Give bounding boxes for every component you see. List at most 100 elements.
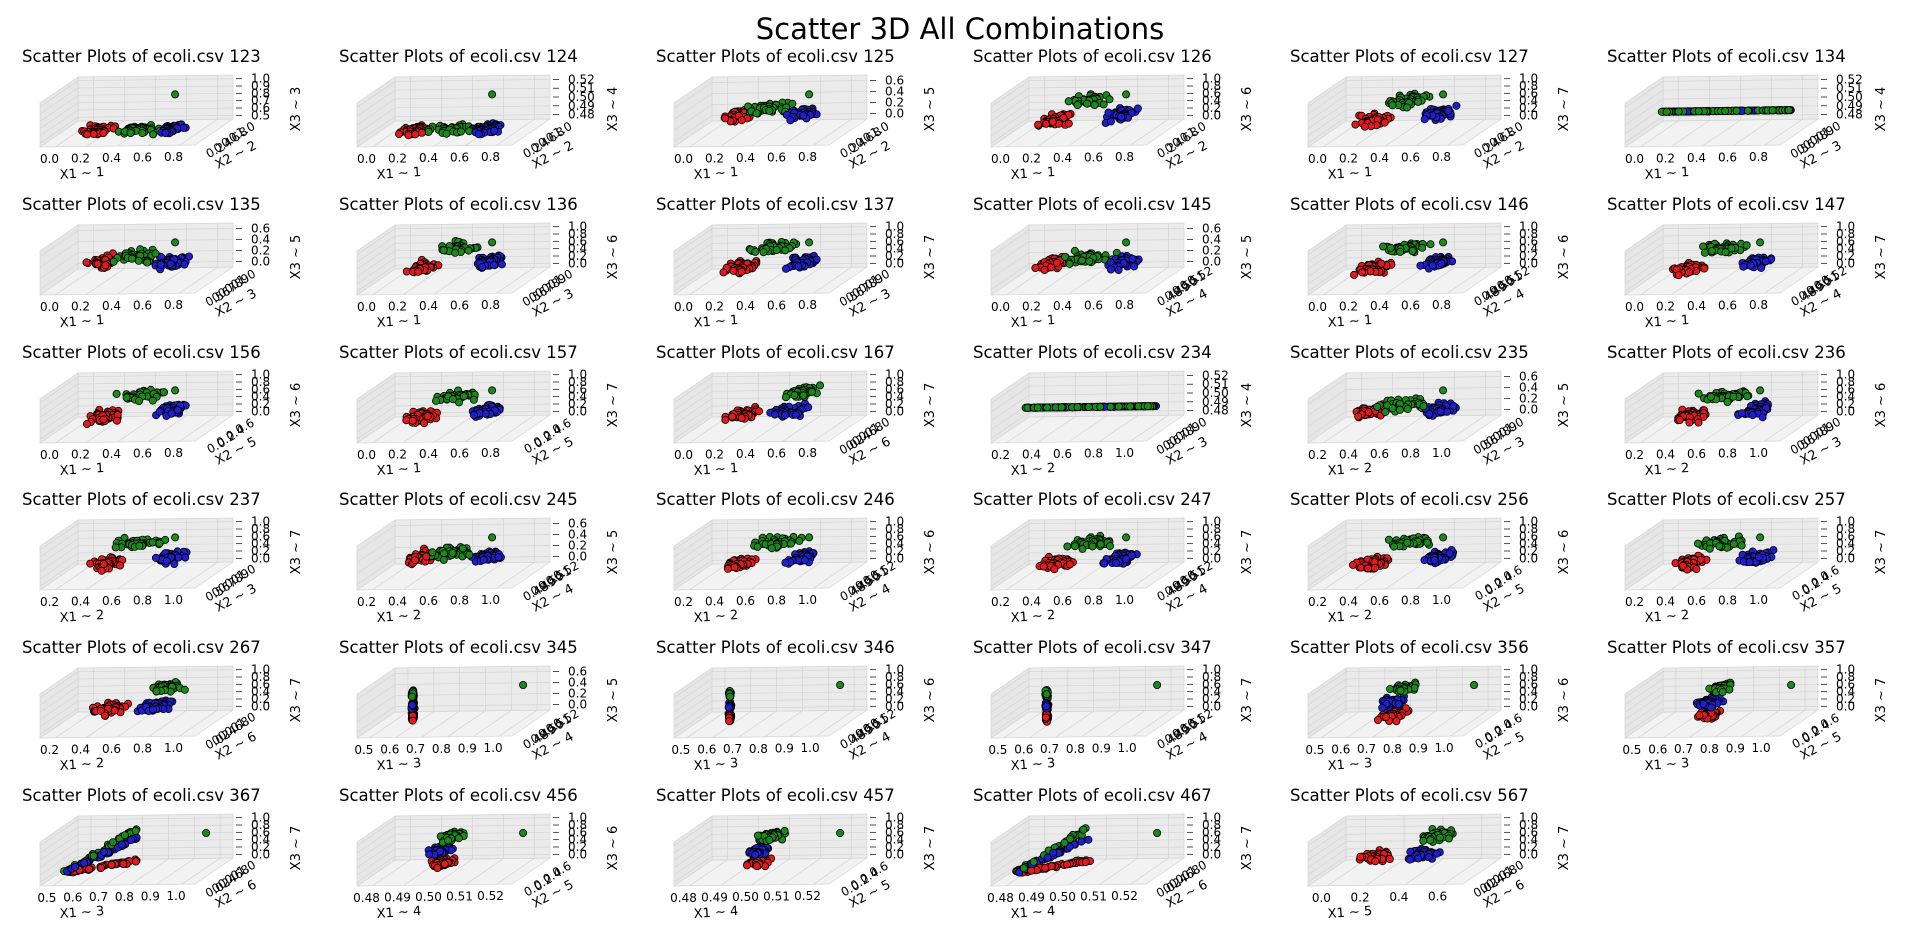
x-tick-label: 0.2 — [71, 151, 90, 165]
data-point — [1123, 556, 1130, 563]
x-tick-label: 0.2 — [991, 448, 1010, 462]
x-tick-label: 0.6 — [1370, 447, 1389, 461]
z-tick-label: 1.0 — [251, 515, 270, 529]
data-point — [1032, 264, 1039, 271]
data-point — [1123, 534, 1130, 541]
data-point — [729, 413, 736, 420]
data-point — [1716, 543, 1723, 550]
data-point — [752, 248, 759, 255]
z-tick-label: 1.0 — [885, 368, 904, 382]
data-point — [171, 560, 178, 567]
data-point — [127, 129, 134, 136]
data-point — [1107, 543, 1114, 550]
data-point — [172, 91, 179, 98]
data-point — [479, 263, 486, 270]
x-tick-label: 1.0 — [798, 593, 817, 607]
z-axis-label: X3 ~ 7 — [1874, 235, 1889, 280]
z-axis-label: X3 ~ 6 — [923, 530, 938, 575]
x-tick-label: 0.0 — [1308, 300, 1327, 314]
data-point — [1086, 258, 1093, 265]
z-tick-label: 1.0 — [568, 368, 587, 382]
x-axis-label: X1 ~ 1 — [1010, 313, 1056, 331]
x-tick-label: 1.0 — [1749, 593, 1768, 607]
x-axis-label: X1 ~ 1 — [693, 313, 739, 331]
x-tick-label: 0.6 — [133, 299, 152, 313]
z-tick-label: 1.0 — [1519, 220, 1538, 234]
data-point — [167, 260, 174, 267]
data-point — [432, 397, 439, 404]
data-point — [1743, 242, 1750, 249]
data-point — [1785, 107, 1792, 114]
data-point — [791, 392, 798, 399]
data-point — [1048, 264, 1055, 271]
data-point — [724, 565, 731, 572]
data-point — [1129, 255, 1136, 262]
data-point — [424, 413, 431, 420]
x-tick-label: 0.8 — [798, 298, 817, 312]
data-point — [1352, 121, 1359, 128]
data-point — [1107, 266, 1114, 273]
data-point — [1419, 244, 1426, 251]
x-tick-label: 0.0 — [674, 152, 693, 166]
data-point — [1663, 108, 1670, 115]
data-point — [1144, 403, 1151, 410]
x-tick-label: 0.4 — [1022, 447, 1041, 461]
data-point — [403, 417, 410, 424]
subplot-title: Scatter Plots of ecoli.csv 134 — [1607, 47, 1846, 66]
data-point — [491, 127, 498, 134]
data-point — [181, 261, 188, 268]
data-point — [149, 397, 156, 404]
data-point — [782, 394, 789, 401]
z-axis-label: X3 ~ 7 — [1557, 87, 1572, 132]
x-tick-label: 0.8 — [1401, 594, 1420, 608]
data-point — [1085, 403, 1092, 410]
data-point — [1450, 402, 1457, 409]
data-point — [152, 250, 159, 257]
z-tick-label: 1.0 — [251, 368, 270, 382]
data-point — [465, 247, 472, 254]
x-tick-label: 0.6 — [767, 447, 786, 461]
x-tick-label: 0.8 — [798, 446, 817, 460]
x-tick-label: 0.6 — [1053, 594, 1072, 608]
z-tick-label: 0.6 — [1519, 370, 1538, 384]
data-point — [157, 261, 164, 268]
x-tick-label: 0.8 — [798, 150, 817, 164]
data-point — [102, 262, 109, 269]
x-tick-label: 0.4 — [736, 447, 755, 461]
data-point — [792, 411, 799, 418]
data-point — [112, 544, 119, 551]
z-tick-label: 1.0 — [1519, 72, 1538, 86]
x-tick-label: 1.0 — [1432, 446, 1451, 460]
data-point — [495, 554, 502, 561]
data-point — [800, 392, 807, 399]
data-point — [1733, 107, 1740, 114]
data-point — [782, 412, 789, 419]
x-tick-label: 0.8 — [133, 594, 152, 608]
z-axis-label: X3 ~ 7 — [1874, 530, 1889, 575]
data-point — [156, 540, 163, 547]
x-tick-label: 0.8 — [1749, 298, 1768, 312]
z-tick-label: 1.0 — [1202, 72, 1221, 86]
data-point — [415, 268, 422, 275]
data-point — [1424, 539, 1431, 546]
x-axis-label: X1 ~ 2 — [59, 608, 105, 626]
x-tick-label: 0.0 — [1625, 300, 1644, 314]
x-tick-label: 0.8 — [1718, 447, 1737, 461]
x-tick-label: 0.4 — [1687, 151, 1706, 165]
x-tick-label: 0.6 — [1718, 299, 1737, 313]
x-tick-label: 0.6 — [450, 299, 469, 313]
z-tick-label: 1.0 — [251, 72, 270, 86]
x-axis-label: X1 ~ 2 — [1644, 461, 1690, 479]
